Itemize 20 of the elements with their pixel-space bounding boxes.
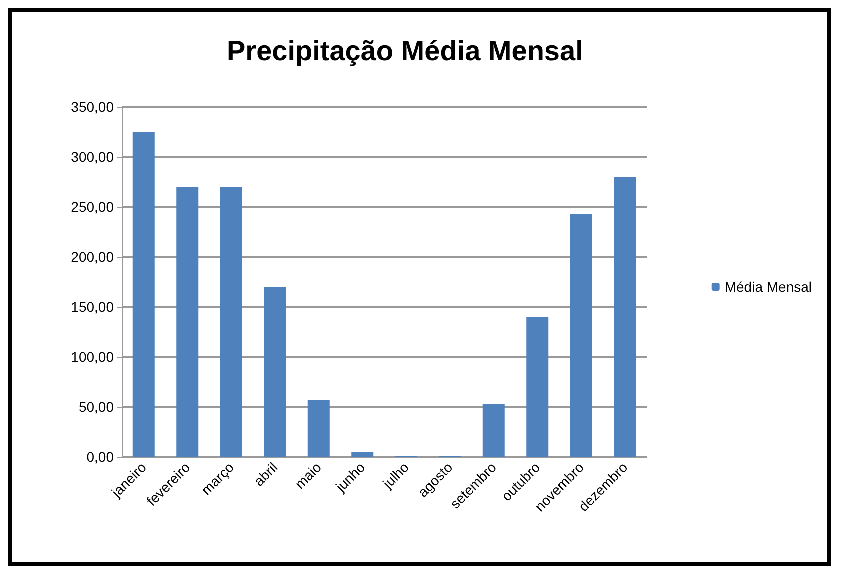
bar (264, 287, 286, 457)
bar (614, 177, 636, 457)
bar (176, 187, 199, 457)
y-tick-label: 100,00 (71, 349, 114, 365)
chart-title: Precipitação Média Mensal (227, 36, 584, 66)
bar (526, 317, 549, 457)
y-tick-label: 350,00 (71, 99, 114, 115)
y-tick-label: 0,00 (86, 449, 114, 465)
bar (482, 404, 505, 457)
bar (132, 132, 155, 457)
bar (352, 452, 374, 457)
bar (570, 214, 592, 457)
y-tick-label: 200,00 (71, 249, 114, 265)
bar (308, 400, 330, 457)
y-tick-label: 250,00 (71, 199, 114, 215)
y-tick-label: 50,00 (78, 399, 114, 415)
legend-label: Média Mensal (724, 279, 812, 295)
bar (220, 187, 242, 457)
y-tick-label: 300,00 (71, 149, 114, 165)
y-tick-label: 150,00 (71, 299, 114, 315)
